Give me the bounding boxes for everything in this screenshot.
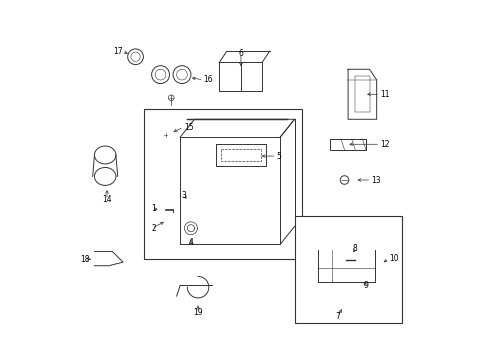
Text: 1: 1 <box>151 204 156 213</box>
Text: 9: 9 <box>363 281 367 290</box>
Text: 2: 2 <box>151 224 156 233</box>
Text: 14: 14 <box>102 195 112 204</box>
Text: 6: 6 <box>238 49 243 58</box>
Text: 13: 13 <box>370 176 380 185</box>
Text: 18: 18 <box>81 255 90 264</box>
Text: 12: 12 <box>380 140 389 149</box>
Bar <box>294 216 401 323</box>
Text: 15: 15 <box>183 123 193 132</box>
Text: 16: 16 <box>203 76 213 85</box>
Text: 8: 8 <box>352 244 357 253</box>
Text: 7: 7 <box>334 312 339 321</box>
Text: 11: 11 <box>380 90 389 99</box>
Text: 5: 5 <box>276 152 281 161</box>
Text: 17: 17 <box>112 47 122 56</box>
Text: 3: 3 <box>181 190 186 199</box>
Text: 19: 19 <box>193 309 203 318</box>
Text: 4: 4 <box>188 238 193 247</box>
Text: 10: 10 <box>388 254 398 263</box>
Bar <box>144 109 301 258</box>
